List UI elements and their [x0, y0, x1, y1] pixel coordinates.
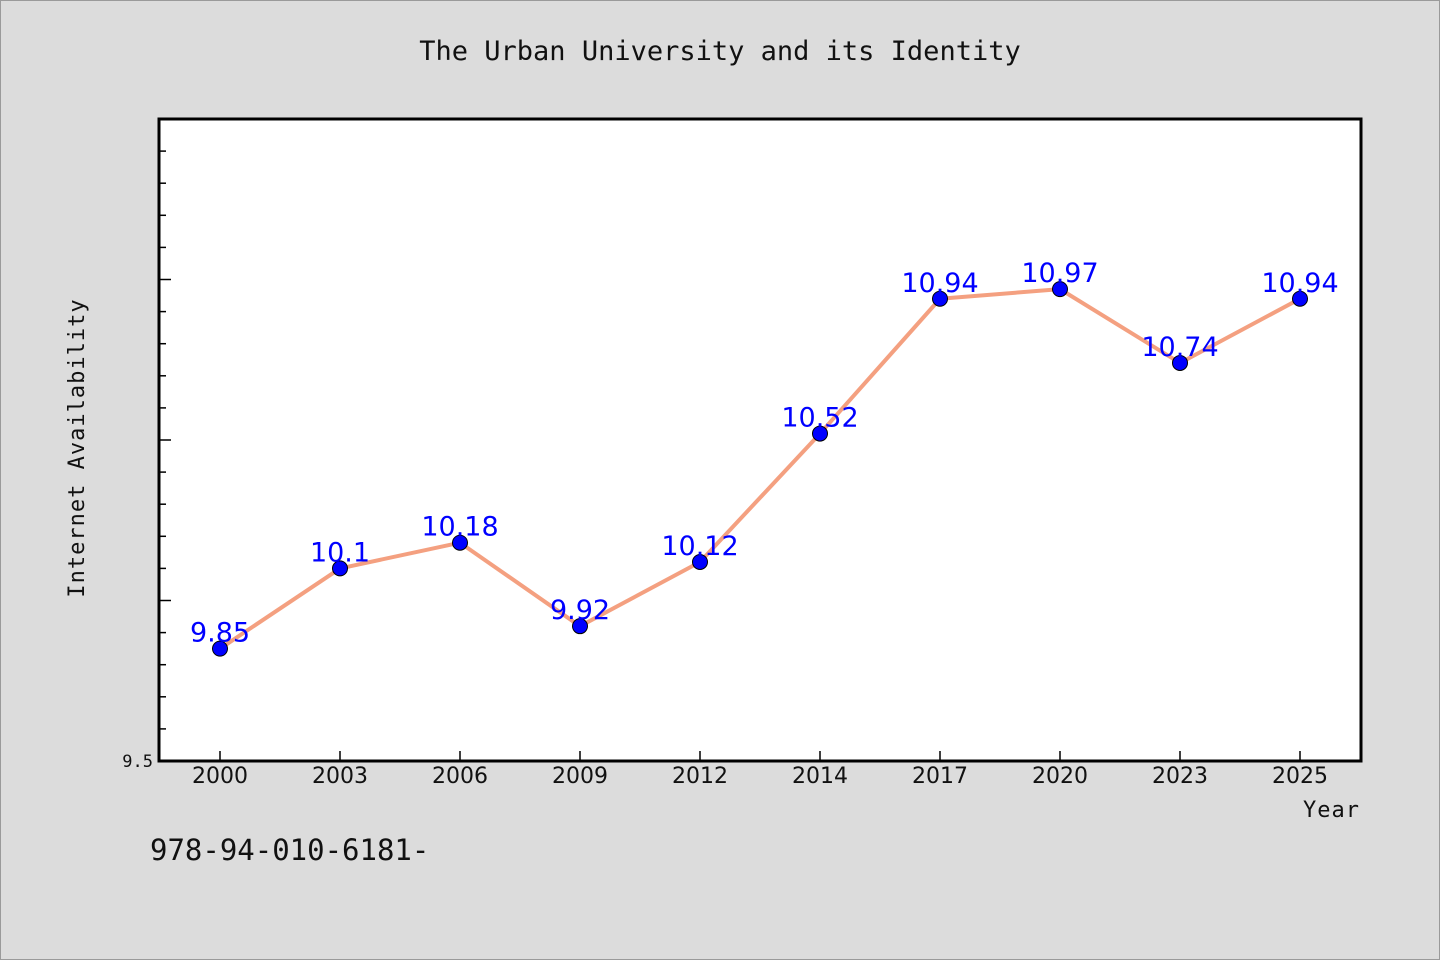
- x-tick-label: 2003: [312, 764, 368, 789]
- data-markers: [212, 281, 1308, 657]
- data-label: 10.52: [781, 403, 858, 434]
- data-point: [572, 618, 588, 635]
- data-label: 10.1: [310, 537, 370, 568]
- y-axis-ticks: [159, 150, 171, 762]
- y-tick-label: 9.5: [122, 752, 153, 772]
- footer-code: 978-94-010-6181-: [150, 833, 430, 867]
- data-label: 10.74: [1141, 332, 1218, 363]
- data-point: [1292, 290, 1308, 307]
- x-tick-label: 2009: [552, 764, 608, 789]
- data-label: 9.92: [550, 595, 610, 626]
- data-point: [1052, 281, 1068, 298]
- series-line: [218, 287, 1301, 651]
- x-tick-label: 2020: [1032, 764, 1088, 789]
- x-tick-label: 2014: [792, 764, 848, 789]
- data-point: [1172, 354, 1188, 371]
- data-point: [932, 290, 948, 307]
- data-point: [452, 534, 468, 551]
- x-tick-label: 2000: [192, 764, 248, 789]
- x-tick-label: 2023: [1152, 764, 1208, 789]
- x-tick-label: 2025: [1272, 764, 1328, 789]
- data-label: 10.12: [661, 531, 738, 562]
- data-label: 10.94: [901, 268, 978, 299]
- data-label: 10.18: [421, 512, 498, 543]
- x-axis-ticks: 2000 2003 2006 2009 2012 2014 2017 2020 2023 2025: [192, 751, 1328, 789]
- y-axis-label: Internet Availability: [65, 298, 90, 597]
- x-tick-label: 2006: [432, 764, 488, 789]
- data-label: 9.85: [190, 618, 250, 649]
- data-point: [332, 560, 348, 577]
- data-labels: 9.85 10.1 10.18 9.92 10.12 10.52 10.94 10.97 10.…: [190, 258, 1339, 649]
- x-tick-label: 2012: [672, 764, 728, 789]
- data-point: [212, 640, 228, 657]
- x-axis-label: Year: [1303, 798, 1360, 823]
- data-point: [692, 553, 708, 570]
- plot-area: [157, 117, 1363, 763]
- data-point: [812, 425, 828, 442]
- x-tick-label: 2017: [912, 764, 968, 789]
- chart-title: The Urban University and its Identity: [419, 36, 1020, 67]
- data-label: 10.94: [1261, 268, 1338, 299]
- data-label: 10.97: [1021, 258, 1098, 289]
